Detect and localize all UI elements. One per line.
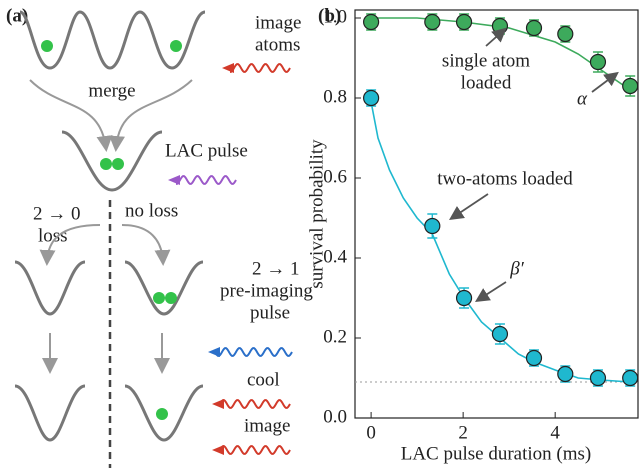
y-tick-label: 0.6 bbox=[323, 166, 347, 187]
point bbox=[491, 325, 509, 343]
label: no loss bbox=[125, 200, 178, 221]
point bbox=[363, 89, 380, 107]
atom bbox=[165, 292, 177, 304]
well bbox=[14, 260, 86, 316]
wave-head bbox=[222, 63, 234, 73]
annotation: α bbox=[577, 88, 588, 109]
x-axis-label: LAC pulse duration (ms) bbox=[401, 443, 592, 464]
annotation-arrow bbox=[485, 27, 507, 47]
arrow bbox=[29, 79, 113, 152]
wave bbox=[219, 445, 291, 455]
wave-head bbox=[168, 175, 180, 185]
atom bbox=[170, 40, 182, 52]
x-tick-label: 0 bbox=[366, 422, 376, 443]
well bbox=[124, 384, 204, 442]
wave bbox=[230, 63, 291, 73]
atom bbox=[100, 158, 112, 170]
atom bbox=[156, 408, 168, 420]
arrow bbox=[39, 224, 101, 266]
point bbox=[455, 13, 473, 31]
label: pre-imaging bbox=[220, 280, 313, 301]
label: 2 → 0 bbox=[33, 203, 81, 224]
annotation: two-atoms loaded bbox=[437, 168, 573, 189]
annotation-arrow bbox=[591, 71, 619, 93]
point bbox=[455, 289, 473, 307]
point bbox=[622, 369, 639, 387]
point bbox=[557, 365, 574, 383]
point bbox=[424, 13, 441, 31]
panel-label: (b) bbox=[318, 5, 341, 26]
point bbox=[525, 19, 543, 37]
annotation: single atom bbox=[442, 50, 530, 71]
annotation-arrow bbox=[474, 281, 507, 302]
atom bbox=[41, 40, 53, 52]
merged-well bbox=[61, 130, 163, 192]
point bbox=[557, 25, 574, 43]
label: cool bbox=[247, 369, 280, 390]
label: merge bbox=[88, 80, 135, 101]
annotation: β′ bbox=[509, 258, 524, 279]
label: image bbox=[244, 415, 290, 436]
panel-label: (a) bbox=[6, 5, 28, 26]
arrow bbox=[121, 224, 171, 266]
y-tick-label: 1.0 bbox=[323, 6, 347, 27]
label: pulse bbox=[250, 302, 290, 323]
annotation-arrow bbox=[449, 193, 489, 220]
y-tick-label: 0.4 bbox=[323, 246, 347, 267]
y-tick-label: 0.0 bbox=[323, 406, 347, 427]
wave bbox=[219, 399, 291, 409]
label: 2 → 1 bbox=[252, 258, 300, 279]
wave-head bbox=[208, 347, 220, 357]
point bbox=[363, 13, 380, 31]
label: LAC pulse bbox=[165, 140, 248, 161]
wave bbox=[176, 175, 237, 185]
label: loss bbox=[38, 225, 68, 246]
wave-head bbox=[212, 399, 224, 409]
well bbox=[14, 384, 86, 442]
y-tick-label: 0.2 bbox=[323, 326, 347, 347]
atom bbox=[112, 158, 124, 170]
arrow bbox=[109, 79, 193, 152]
well bbox=[124, 260, 204, 316]
triple-well bbox=[19, 10, 206, 70]
label: atoms bbox=[255, 34, 300, 55]
point bbox=[622, 77, 639, 95]
point bbox=[589, 369, 607, 387]
point bbox=[589, 53, 607, 71]
x-tick-label: 2 bbox=[458, 422, 468, 443]
y-tick-label: 0.8 bbox=[323, 86, 347, 107]
y-axis-label: survival probability bbox=[306, 139, 327, 289]
plot-frame bbox=[354, 9, 639, 419]
wave-head bbox=[212, 445, 224, 455]
point bbox=[525, 349, 543, 367]
point bbox=[491, 17, 509, 35]
wave bbox=[215, 347, 293, 357]
annotation: loaded bbox=[461, 72, 512, 93]
chart: (b) LAC pulse duration (ms) survival pro… bbox=[306, 5, 639, 464]
panel-a: (a) image atoms merge LAC pulse 2 → 0 lo… bbox=[6, 5, 313, 468]
label: image bbox=[255, 12, 301, 33]
atom bbox=[153, 292, 165, 304]
point bbox=[424, 217, 441, 235]
x-tick-label: 4 bbox=[550, 422, 560, 443]
